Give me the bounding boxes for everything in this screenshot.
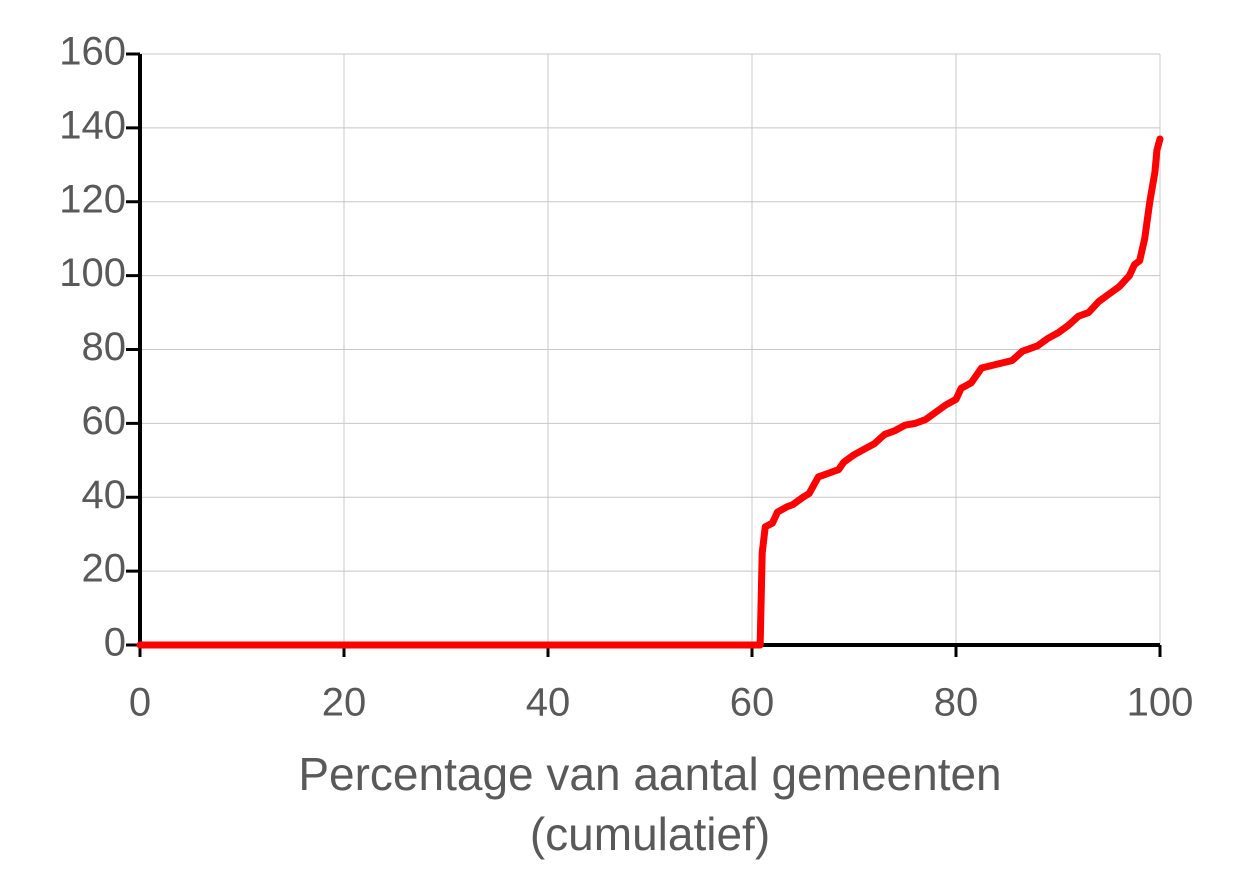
y-tick-label: 80 (82, 325, 127, 369)
y-tick-label: 40 (82, 473, 127, 517)
x-axis-label: (cumulatief) (530, 808, 770, 860)
x-tick-label: 40 (526, 681, 571, 725)
y-tick-label: 0 (104, 621, 126, 665)
y-tick-label: 140 (59, 103, 126, 147)
x-tick-label: 80 (934, 681, 979, 725)
data-line (136, 135, 1164, 649)
x-axis-label: Percentage van aantal gemeenten (298, 748, 1001, 800)
x-tick-label: 60 (730, 681, 775, 725)
x-tick-label: 100 (1127, 681, 1194, 725)
y-tick-label: 160 (59, 30, 126, 74)
y-tick-label: 120 (59, 177, 126, 221)
x-tick-label: 0 (129, 681, 151, 725)
y-tick-label: 60 (82, 399, 127, 443)
y-tick-label: 20 (82, 547, 127, 591)
y-tick-label: 100 (59, 251, 126, 295)
x-tick-label: 20 (322, 681, 367, 725)
